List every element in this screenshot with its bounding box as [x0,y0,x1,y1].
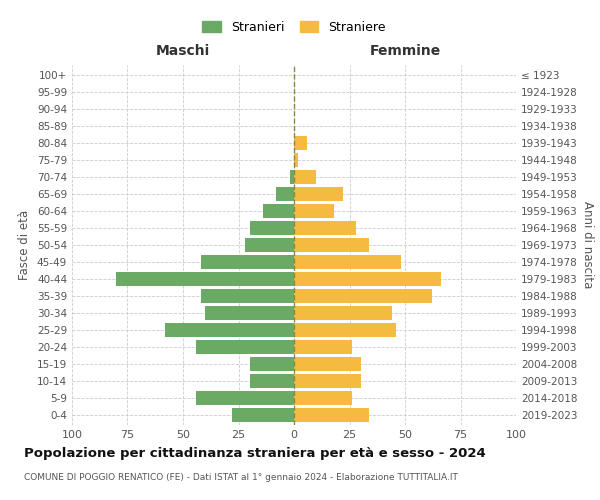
Bar [294,391,352,405]
Bar [294,374,361,388]
Bar [263,204,294,218]
Bar [294,289,431,303]
Bar [201,289,294,303]
Bar [290,170,294,184]
Text: Maschi: Maschi [156,44,210,58]
Bar [294,306,392,320]
Bar [196,340,294,354]
Y-axis label: Fasce di età: Fasce di età [19,210,31,280]
Bar [116,272,294,286]
Bar [165,323,294,337]
Legend: Stranieri, Straniere: Stranieri, Straniere [202,21,386,34]
Text: COMUNE DI POGGIO RENATICO (FE) - Dati ISTAT al 1° gennaio 2024 - Elaborazione TU: COMUNE DI POGGIO RENATICO (FE) - Dati IS… [24,472,458,482]
Bar [294,187,343,201]
Bar [294,170,316,184]
Bar [294,408,370,422]
Bar [294,272,440,286]
Bar [294,153,298,167]
Bar [294,357,361,371]
Bar [294,136,307,150]
Bar [294,340,352,354]
Text: Popolazione per cittadinanza straniera per età e sesso - 2024: Popolazione per cittadinanza straniera p… [24,448,486,460]
Bar [294,221,356,235]
Bar [196,391,294,405]
Text: Femmine: Femmine [370,44,440,58]
Bar [294,255,401,269]
Bar [294,238,370,252]
Bar [245,238,294,252]
Bar [201,255,294,269]
Bar [205,306,294,320]
Bar [250,357,294,371]
Bar [294,204,334,218]
Bar [294,323,396,337]
Y-axis label: Anni di nascita: Anni di nascita [581,202,594,288]
Bar [250,374,294,388]
Bar [232,408,294,422]
Bar [276,187,294,201]
Bar [250,221,294,235]
